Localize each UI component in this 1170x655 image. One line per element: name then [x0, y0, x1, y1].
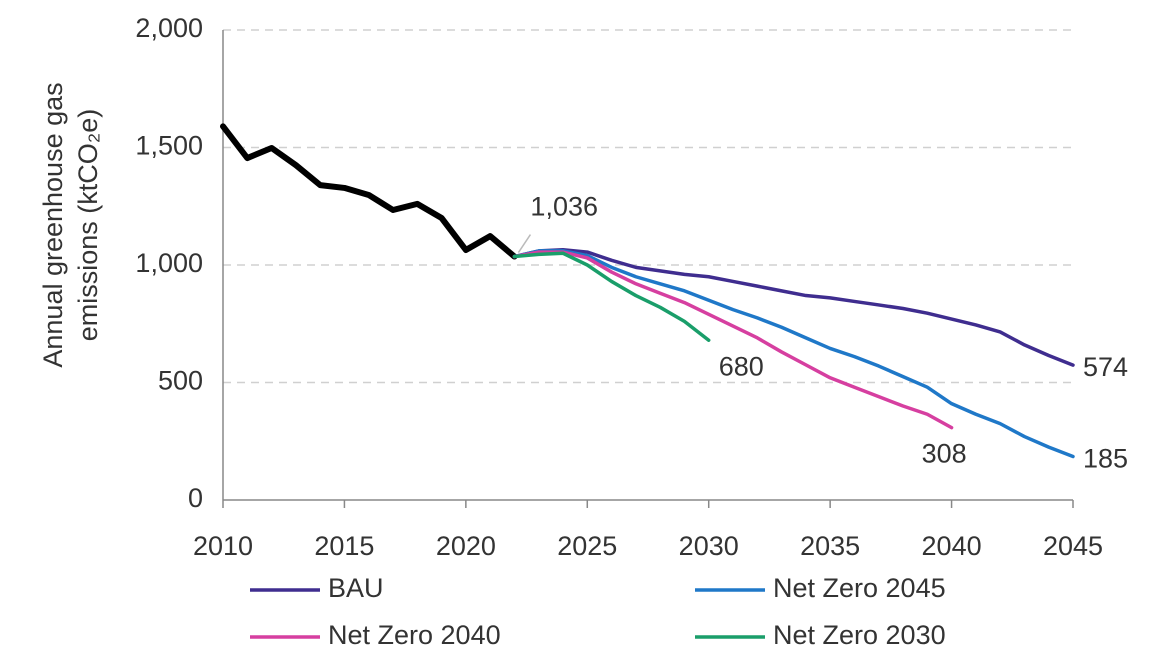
y-axis-label: emissions (ktCO₂e): [73, 109, 103, 342]
x-tick-label: 2025: [557, 531, 617, 561]
series-line: [512, 251, 711, 342]
legend-label: BAU: [328, 573, 384, 603]
x-tick-label: 2045: [1043, 531, 1103, 561]
series-line: [220, 123, 518, 260]
data-label: 308: [922, 439, 967, 469]
series-line: [512, 247, 1075, 367]
x-tick-label: 2020: [436, 531, 496, 561]
y-tick-label: 500: [158, 366, 203, 396]
data-label: 680: [719, 351, 764, 381]
label-leader: [517, 234, 532, 253]
y-tick-label: 0: [188, 483, 203, 513]
x-tick-label: 2010: [193, 531, 253, 561]
legend-label: Net Zero 2040: [328, 620, 501, 650]
data-label: 574: [1083, 352, 1128, 382]
y-tick-label: 1,500: [135, 131, 203, 161]
y-axis-label: Annual greenhouse gas: [38, 82, 68, 367]
x-tick-label: 2015: [314, 531, 374, 561]
series-line: [512, 250, 954, 430]
x-tick-label: 2035: [800, 531, 860, 561]
data-label: 185: [1083, 444, 1128, 474]
x-tick-label: 2030: [679, 531, 739, 561]
x-tick-label: 2040: [922, 531, 982, 561]
series-line: [512, 249, 1075, 459]
legend-label: Net Zero 2030: [773, 620, 946, 650]
y-tick-label: 2,000: [135, 13, 203, 43]
legend-label: Net Zero 2045: [773, 573, 946, 603]
data-label: 1,036: [530, 192, 598, 222]
y-tick-label: 1,000: [135, 248, 203, 278]
